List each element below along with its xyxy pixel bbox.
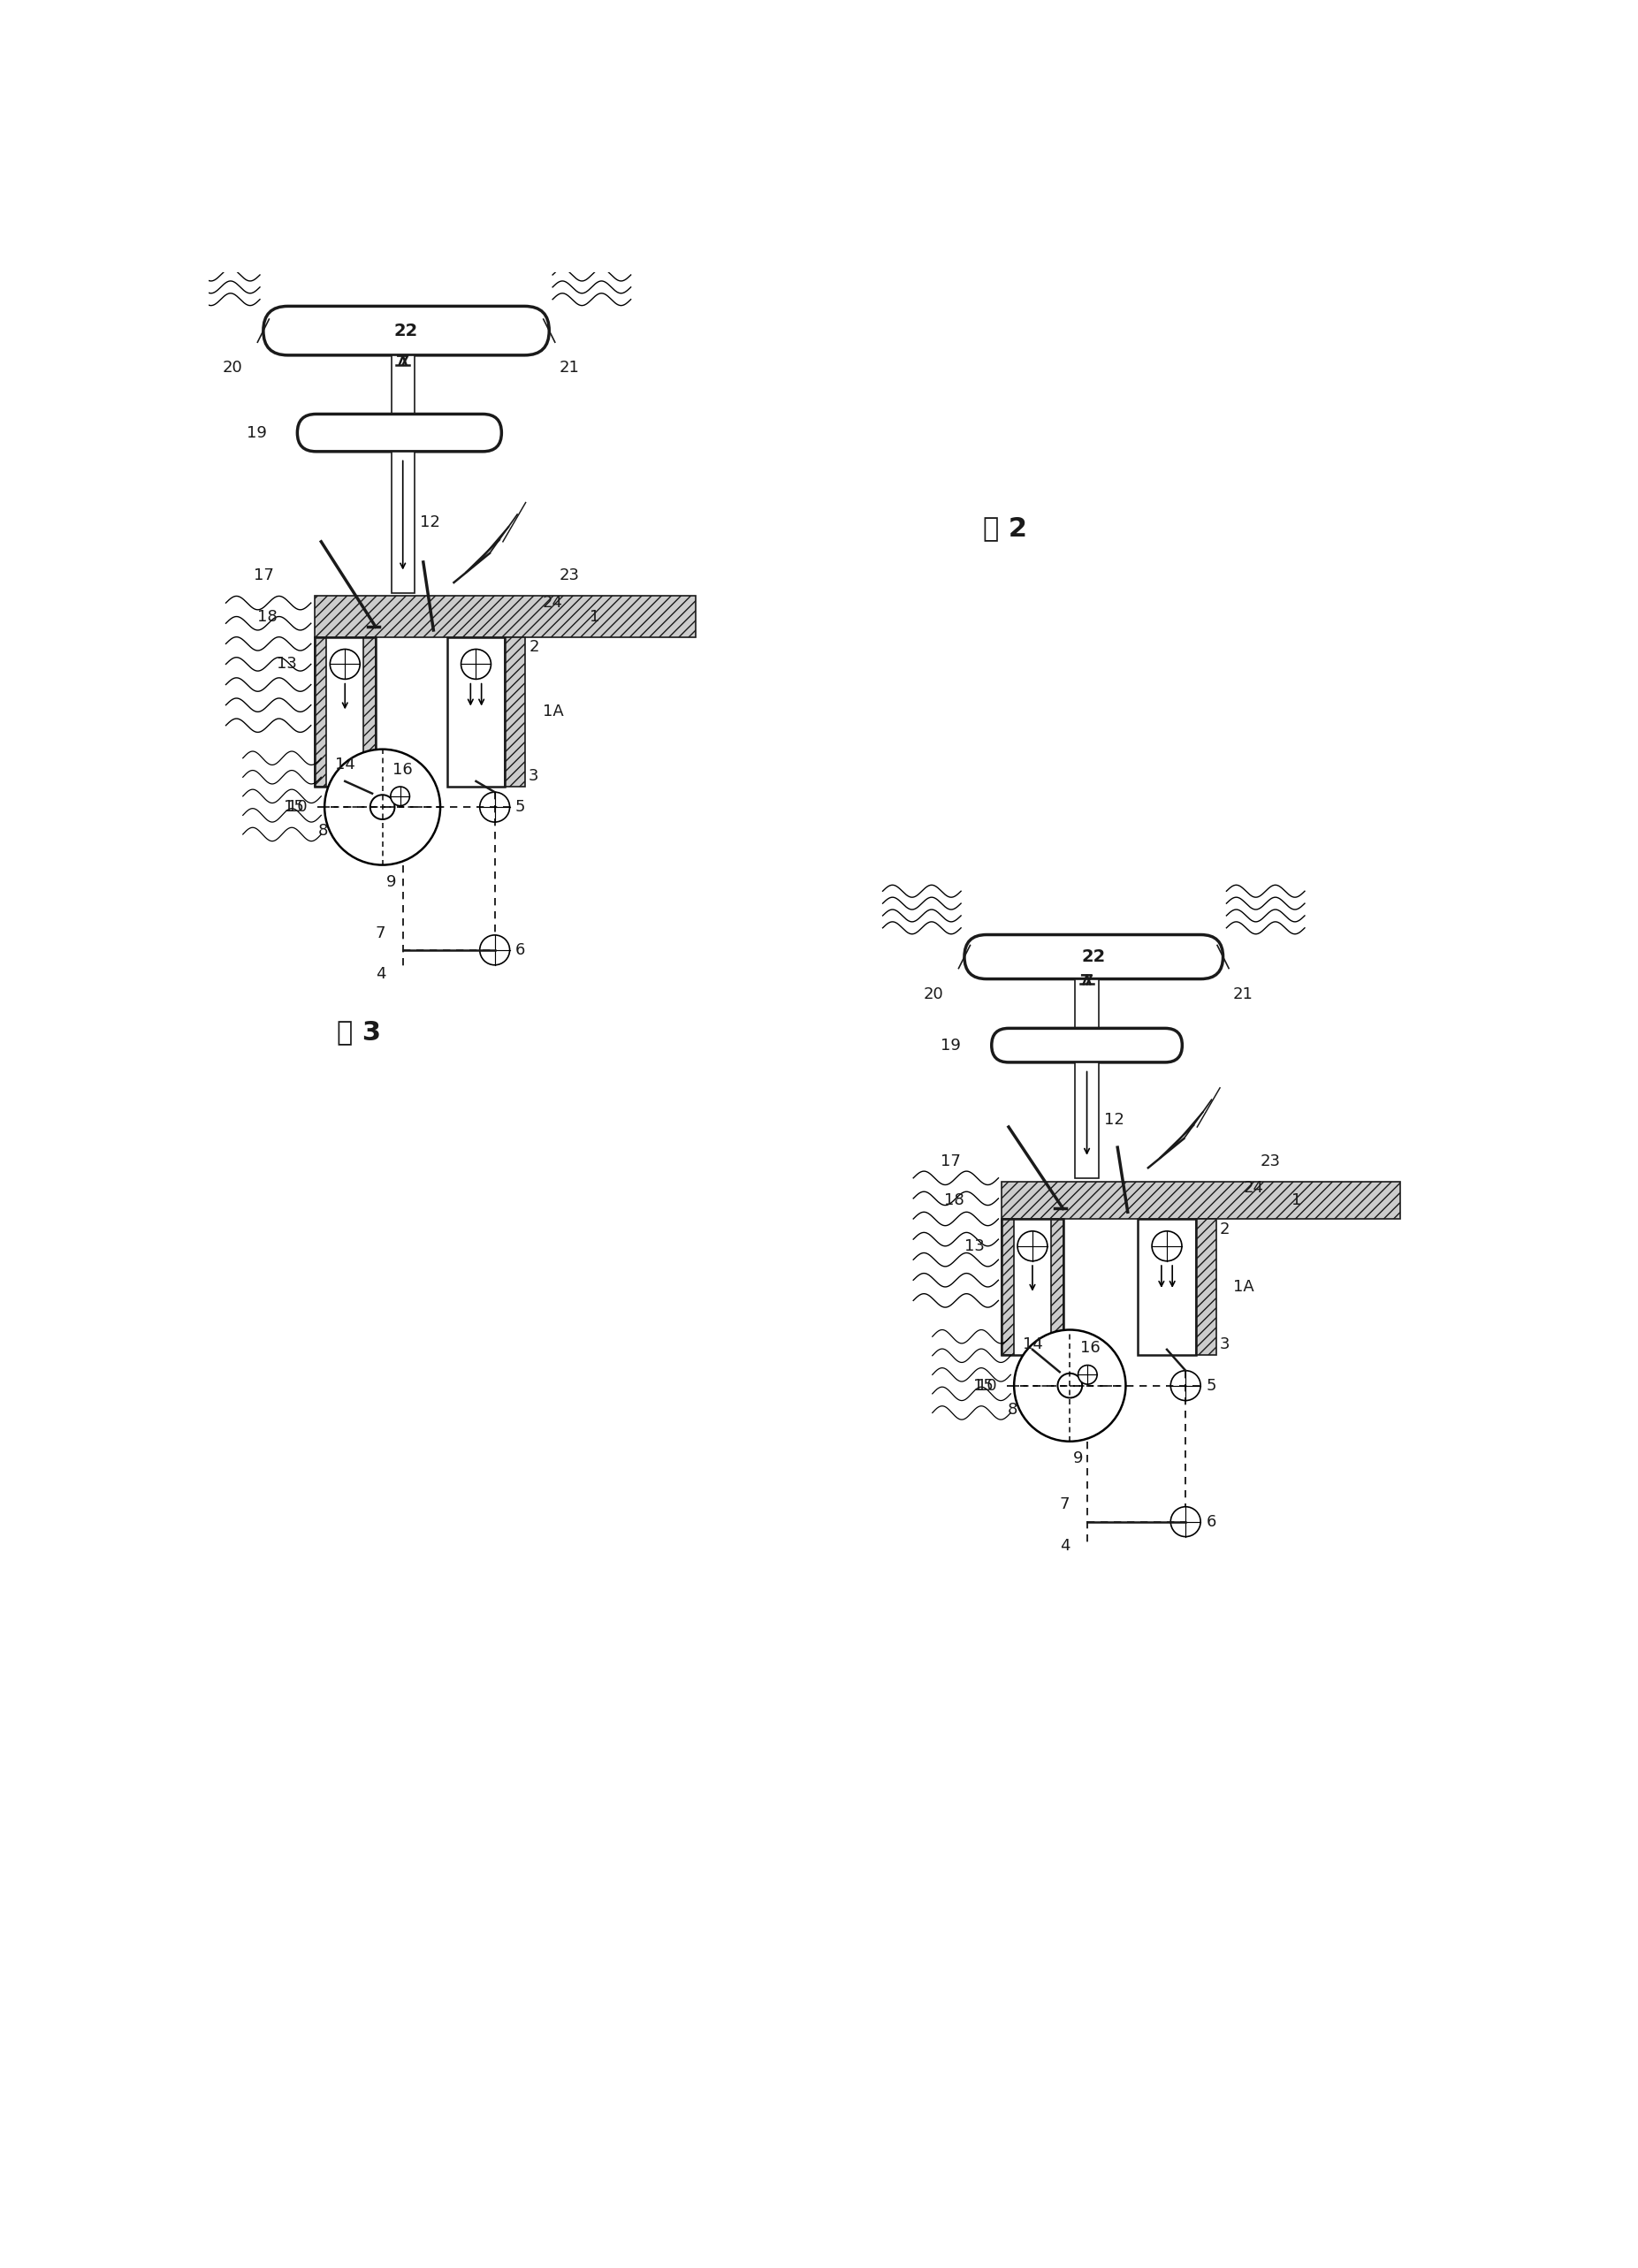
FancyBboxPatch shape bbox=[965, 934, 1224, 980]
Circle shape bbox=[1171, 1370, 1201, 1402]
Text: 5: 5 bbox=[1206, 1377, 1215, 1393]
Text: 22: 22 bbox=[395, 322, 418, 340]
Circle shape bbox=[324, 748, 441, 864]
Text: 12: 12 bbox=[1104, 1111, 1124, 1127]
Text: 1A: 1A bbox=[542, 703, 563, 719]
Text: 4: 4 bbox=[1060, 1538, 1070, 1554]
Text: 18: 18 bbox=[943, 1193, 965, 1209]
Text: 6: 6 bbox=[514, 941, 526, 957]
Text: 18: 18 bbox=[257, 608, 277, 624]
Text: 16: 16 bbox=[393, 762, 413, 778]
Text: 12: 12 bbox=[419, 515, 441, 531]
FancyBboxPatch shape bbox=[298, 415, 501, 451]
FancyBboxPatch shape bbox=[991, 1027, 1183, 1061]
Text: 21: 21 bbox=[560, 361, 580, 376]
Bar bbox=[1196, 1218, 1217, 1354]
Text: 24: 24 bbox=[1243, 1179, 1265, 1195]
Text: 8: 8 bbox=[1007, 1402, 1017, 1418]
Text: 19: 19 bbox=[246, 424, 267, 440]
Bar bbox=[505, 637, 526, 787]
Bar bbox=[391, 451, 414, 592]
Text: 15: 15 bbox=[283, 798, 305, 814]
Text: 20: 20 bbox=[924, 987, 943, 1002]
Circle shape bbox=[1171, 1506, 1201, 1538]
Text: 24: 24 bbox=[542, 594, 563, 610]
Text: 17: 17 bbox=[940, 1152, 962, 1168]
Text: 7: 7 bbox=[1060, 1497, 1070, 1513]
Text: 1A: 1A bbox=[1233, 1279, 1255, 1295]
Text: 图 2: 图 2 bbox=[983, 515, 1027, 540]
Text: 3: 3 bbox=[529, 769, 539, 785]
Text: 21: 21 bbox=[1233, 987, 1253, 1002]
Text: 23: 23 bbox=[1261, 1152, 1281, 1168]
Circle shape bbox=[390, 787, 410, 805]
Circle shape bbox=[1017, 1232, 1047, 1261]
Bar bbox=[1002, 1218, 1014, 1354]
Text: 19: 19 bbox=[940, 1036, 962, 1052]
Text: 6: 6 bbox=[1206, 1513, 1215, 1529]
Text: 13: 13 bbox=[277, 655, 298, 671]
Bar bbox=[1138, 1218, 1196, 1354]
Text: 14: 14 bbox=[334, 758, 355, 773]
Text: 7: 7 bbox=[375, 925, 387, 941]
Bar bbox=[314, 637, 326, 787]
Text: 10: 10 bbox=[288, 798, 308, 814]
Text: 15: 15 bbox=[973, 1377, 994, 1393]
Bar bbox=[314, 596, 696, 637]
Text: 14: 14 bbox=[1022, 1336, 1043, 1352]
Text: 2: 2 bbox=[529, 640, 539, 655]
Text: 5: 5 bbox=[514, 798, 526, 814]
Text: 2: 2 bbox=[1220, 1220, 1230, 1236]
Circle shape bbox=[329, 649, 360, 678]
Text: 23: 23 bbox=[560, 567, 580, 583]
FancyBboxPatch shape bbox=[264, 306, 549, 356]
Text: 图 3: 图 3 bbox=[336, 1018, 380, 1046]
Text: 1: 1 bbox=[590, 608, 600, 624]
Text: 9: 9 bbox=[387, 873, 396, 889]
Text: 9: 9 bbox=[1073, 1452, 1083, 1467]
Text: 10: 10 bbox=[976, 1377, 998, 1393]
Text: 20: 20 bbox=[223, 361, 242, 376]
Circle shape bbox=[1078, 1365, 1097, 1383]
Circle shape bbox=[480, 792, 509, 821]
Text: 22: 22 bbox=[1081, 948, 1106, 966]
Circle shape bbox=[1152, 1232, 1183, 1261]
Text: 17: 17 bbox=[254, 567, 274, 583]
Bar bbox=[1052, 1218, 1063, 1354]
Circle shape bbox=[480, 934, 509, 964]
Circle shape bbox=[460, 649, 491, 678]
Text: 13: 13 bbox=[965, 1238, 984, 1254]
Bar bbox=[1002, 1218, 1063, 1354]
Text: 3: 3 bbox=[1220, 1336, 1230, 1352]
Text: 4: 4 bbox=[375, 966, 387, 982]
Bar bbox=[391, 356, 414, 415]
Bar bbox=[1075, 980, 1099, 1027]
Bar bbox=[1002, 1182, 1400, 1218]
Bar bbox=[447, 637, 505, 787]
Text: 16: 16 bbox=[1079, 1340, 1101, 1356]
Text: 1: 1 bbox=[1291, 1193, 1301, 1209]
Bar bbox=[364, 637, 375, 787]
Bar bbox=[314, 637, 375, 787]
Text: 8: 8 bbox=[318, 823, 328, 839]
Bar bbox=[1075, 1061, 1099, 1177]
Circle shape bbox=[1014, 1329, 1125, 1442]
